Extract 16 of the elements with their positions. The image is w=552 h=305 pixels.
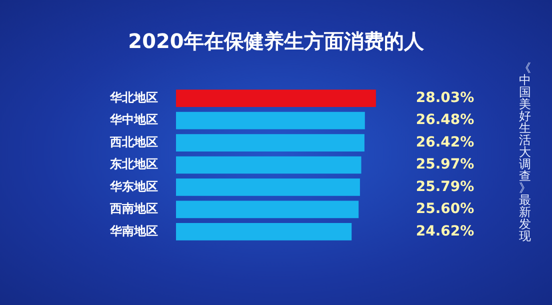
data-label: 25.60% (416, 201, 474, 218)
y-tick-label: 华北地区 (109, 90, 158, 104)
data-label: 26.42% (416, 134, 474, 150)
y-tick-label: 西南地区 (109, 202, 158, 216)
data-label: 24.62% (416, 223, 474, 240)
y-tick-label: 华东地区 (109, 179, 158, 194)
data-label: 25.79% (416, 178, 474, 195)
data-label: 26.48% (416, 112, 474, 128)
data-label: 28.03% (416, 90, 474, 106)
y-tick-label: 华南地区 (109, 224, 158, 238)
chart-title: 2020年在保健养生方面消费的人 (127, 28, 425, 55)
data-label: 25.97% (416, 156, 474, 173)
text: 《中国美好生活大调查》最新发现 (519, 61, 531, 243)
y-tick-label: 华中地区 (109, 112, 158, 127)
y-tick-label: 西北地区 (109, 134, 158, 149)
y-tick-label: 东北地区 (109, 157, 158, 172)
